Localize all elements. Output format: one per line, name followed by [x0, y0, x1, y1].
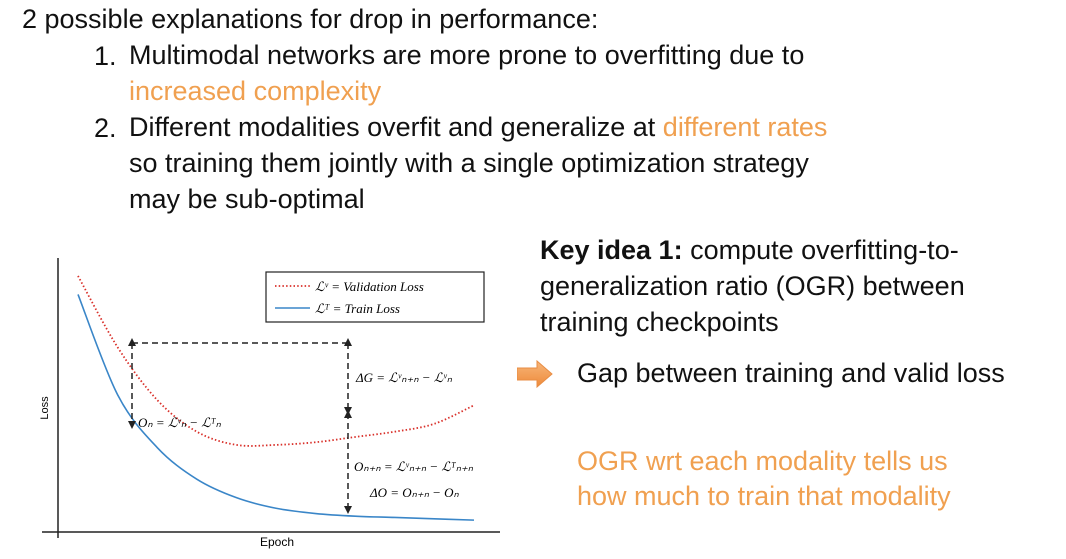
- list-item-text: Multimodal networks are more prone to ov…: [129, 40, 805, 70]
- gap-description: Gap between training and valid loss: [577, 358, 1005, 388]
- slide-heading: 2 possible explanations for drop in perf…: [22, 4, 599, 34]
- ogr-description-line-2: how much to train that modality: [577, 481, 951, 511]
- list-item-line: may be sub-optimal: [129, 183, 365, 215]
- o-n-plus-n-arrow-top: [344, 410, 352, 418]
- o-n-arrow-bottom: [128, 421, 136, 429]
- right-arrow-icon: [517, 360, 553, 388]
- list-item-text: so training them jointly with a single o…: [129, 148, 809, 178]
- x-axis-label: Epoch: [260, 535, 294, 549]
- o-n-plus-n-annotation: Oₙ₊ₙ = ℒᵛₙ₊ₙ − ℒᵀₙ₊ₙ: [354, 459, 474, 474]
- list-number: 2.: [94, 113, 117, 143]
- list-item-line: increased complexity: [129, 75, 381, 107]
- delta-o-annotation: ΔO = Oₙ₊ₙ − Oₙ: [369, 485, 460, 500]
- legend-train-label: ℒᵀ = Train Loss: [315, 301, 400, 316]
- legend-validation-label: ℒᵛ = Validation Loss: [315, 279, 424, 294]
- loss-chart: Loss Epoch ℒᵛ = Validation Loss ℒᵀ = Tra…: [39, 258, 500, 549]
- list-number: 1.: [94, 41, 117, 71]
- o-n-annotation: Oₙ = ℒᵛₙ − ℒᵀₙ: [138, 415, 222, 430]
- list-item-text: Different modalities overfit and general…: [129, 112, 663, 142]
- key-idea-line-2: generalization ratio (OGR) between: [540, 271, 965, 301]
- highlighted-text: increased complexity: [129, 76, 382, 106]
- key-idea-label: Key idea 1:: [540, 235, 683, 265]
- o-n-plus-n-arrow-bottom: [344, 506, 352, 514]
- delta-g-arrow-top: [344, 338, 352, 346]
- ogr-description-line-1: OGR wrt each modality tells us: [577, 446, 948, 476]
- key-idea-line-1: Key idea 1: compute overfitting-to-: [540, 235, 959, 266]
- highlighted-text: different rates: [662, 112, 828, 142]
- chart-legend: ℒᵛ = Validation Loss ℒᵀ = Train Loss: [265, 271, 485, 323]
- list-item-line: Multimodal networks are more prone to ov…: [129, 39, 804, 71]
- key-idea-line-3: training checkpoints: [540, 307, 779, 337]
- list-item-text: may be sub-optimal: [129, 184, 365, 214]
- key-idea-text: compute overfitting-to-: [682, 235, 959, 265]
- validation-loss-line: [77, 275, 475, 447]
- delta-g-annotation: ΔG = ℒᵛₙ₊ₙ − ℒᵛₙ: [355, 370, 453, 385]
- y-axis-label: Loss: [39, 396, 51, 420]
- o-n-arrow-top: [128, 338, 136, 346]
- list-item-line: so training them jointly with a single o…: [129, 147, 809, 179]
- list-item-line: Different modalities overfit and general…: [129, 111, 827, 143]
